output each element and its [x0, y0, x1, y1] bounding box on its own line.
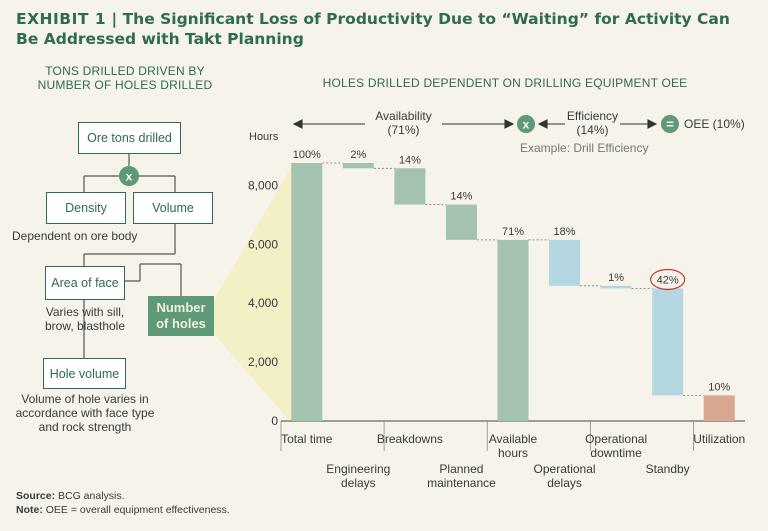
hole-volume-box: Hole volume: [43, 358, 126, 389]
category-label: Planned: [439, 462, 483, 476]
bar-standby: [652, 288, 684, 396]
area-note-line2: brow, blasthole: [44, 319, 126, 333]
multiply-circle-right: [517, 115, 535, 133]
area-note: Varies with sill, brow, blasthole: [30, 305, 140, 333]
bar-available-hours: [497, 239, 529, 421]
y-tick-label: 8,000: [248, 178, 278, 192]
zoom-wedge: [214, 162, 294, 426]
hole-note-line1: Volume of hole varies in: [21, 392, 149, 406]
bar-value-label: 42%: [657, 274, 679, 286]
equals-symbol: =: [666, 117, 674, 132]
bar-operational-downtime: [600, 285, 632, 289]
hole-volume-note: Volume of hole varies in accordance with…: [5, 392, 165, 434]
density-box: Density: [46, 192, 126, 224]
example-label: Example: Drill Efficiency: [520, 141, 649, 155]
category-label: Available: [489, 432, 538, 446]
note-text: OEE = overall equipment effectiveness.: [42, 504, 230, 516]
source-text: BCG analysis.: [55, 490, 125, 502]
category-label: delays: [341, 476, 376, 490]
number-of-holes-box: Number of holes: [148, 296, 214, 336]
bar-value-label: 18%: [554, 226, 576, 238]
title-text: The Significant Loss of Productivity Due…: [16, 10, 730, 48]
bar-value-label: 10%: [708, 381, 730, 393]
left-subtitle-line1: TONS DRILLED DRIVEN BY: [45, 64, 205, 78]
bar-engineering-delays: [342, 163, 374, 169]
category-label: maintenance: [427, 476, 496, 490]
category-label: Standby: [646, 462, 690, 476]
number-of-holes-line1: Number: [156, 300, 206, 315]
category-label: Engineering: [326, 462, 390, 476]
category-label: downtime: [590, 446, 642, 460]
y-tick-label: 2,000: [248, 355, 278, 369]
hole-note-line2: accordance with face type: [15, 406, 155, 420]
efficiency-pct: (14%): [576, 123, 609, 137]
bar-value-label: 2%: [350, 149, 366, 161]
area-note-line1: Varies with sill,: [45, 305, 125, 319]
availability-label: Availability (71%): [365, 109, 442, 137]
bar-value-label: 14%: [399, 154, 421, 166]
y-tick-label: 6,000: [248, 237, 278, 251]
y-tick-label: 4,000: [248, 296, 278, 310]
multiply-circle-left: [119, 166, 139, 186]
bar-value-label: 71%: [502, 226, 524, 238]
highlight-ellipse: [650, 268, 686, 291]
bar-operational-delays: [549, 239, 581, 286]
category-label: Operational: [534, 462, 596, 476]
availability-text: Availability: [375, 109, 432, 123]
left-subtitle: TONS DRILLED DRIVEN BY NUMBER OF HOLES D…: [20, 64, 230, 92]
multiply-symbol-right: x: [523, 118, 530, 132]
hole-note-line3: and rock strength: [38, 420, 132, 434]
exhibit-title: EXHIBIT 1 | The Significant Loss of Prod…: [16, 9, 756, 49]
number-of-holes-line2: of holes: [156, 316, 206, 331]
area-of-face-box: Area of face: [45, 266, 125, 300]
category-label: Total time: [281, 432, 333, 446]
note-label: Note:: [16, 504, 43, 516]
y-axis-label: Hours: [249, 131, 279, 143]
left-subtitle-line2: NUMBER OF HOLES DRILLED: [37, 78, 213, 92]
efficiency-text: Efficiency: [566, 109, 619, 123]
density-note: Dependent on ore body: [12, 229, 138, 243]
right-subtitle: HOLES DRILLED DEPENDENT ON DRILLING EQUI…: [322, 76, 688, 90]
bar-breakdowns: [394, 168, 426, 205]
equals-circle: [661, 115, 679, 133]
bar-value-label: 100%: [293, 149, 321, 161]
category-label: hours: [498, 446, 528, 460]
bar-total-time: [291, 163, 323, 421]
source-label: Source:: [16, 490, 56, 502]
title-separator: |: [106, 10, 123, 28]
category-label: delays: [547, 476, 582, 490]
exhibit-number: EXHIBIT 1: [16, 10, 107, 28]
bar-value-label: 1%: [608, 272, 624, 284]
bar-planned-maintenance: [445, 204, 477, 240]
efficiency-label: Efficiency (14%): [565, 109, 620, 137]
note-footnote: Note: OEE = overall equipment effectiven…: [16, 504, 230, 516]
volume-box: Volume: [133, 192, 213, 224]
y-tick-label: 0: [271, 414, 278, 428]
bar-value-label: 14%: [450, 191, 472, 203]
category-label: Breakdowns: [377, 432, 443, 446]
bar-utilization: [703, 395, 735, 421]
multiply-symbol-left: x: [126, 170, 133, 184]
oee-result: OEE (10%): [684, 117, 745, 131]
availability-pct: (71%): [387, 123, 420, 137]
category-label: Utilization: [693, 432, 745, 446]
source-footnote: Source: BCG analysis.: [16, 490, 125, 502]
ore-tons-box: Ore tons drilled: [78, 122, 181, 154]
category-label: Operational: [585, 432, 647, 446]
